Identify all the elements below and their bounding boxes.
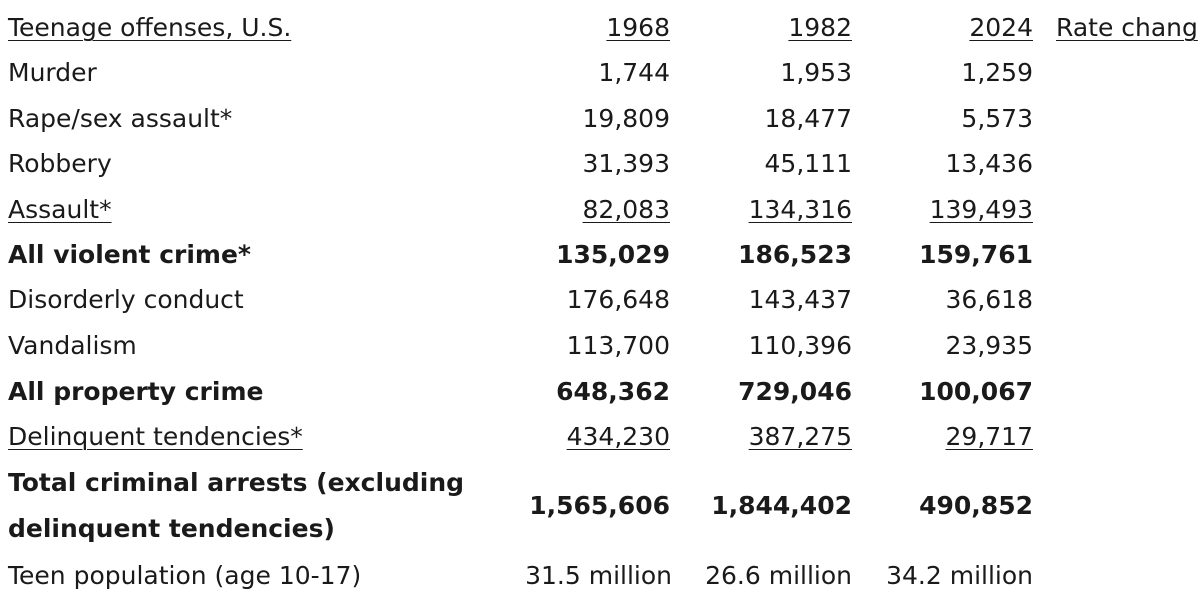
table-row-rape-sex-assault: Rape/sex assault* 19,809 18,477 5,573 — [0, 96, 1200, 142]
cell-1968: 648,362 — [556, 377, 670, 406]
cell-1968: 1,565,606 — [529, 491, 670, 520]
table-title: Teenage offenses, U.S. — [8, 13, 292, 42]
row-label: Assault* — [8, 195, 112, 224]
header-row: Teenage offenses, U.S. 1968 1982 2024 Ra… — [0, 5, 1200, 51]
table-row-murder: Murder 1,744 1,953 1,259 — [0, 50, 1200, 96]
cell-1968: 19,809 — [582, 104, 670, 133]
cell-1968: 31,393 — [582, 149, 670, 178]
column-header-2024: 2024 — [969, 13, 1033, 42]
column-header-1968: 1968 — [606, 13, 670, 42]
cell-1968: 135,029 — [556, 240, 670, 269]
table-row-total-criminal-arrests: Total criminal arrests (excluding delinq… — [0, 460, 1200, 552]
cell-2024: 29,717 — [945, 422, 1033, 451]
cell-2024: 159,761 — [919, 240, 1033, 269]
row-label: Vandalism — [8, 331, 137, 360]
cell-2024: 5,573 — [961, 104, 1033, 133]
row-label: Total criminal arrests (excluding delinq… — [8, 468, 465, 543]
cell-1982: 387,275 — [748, 422, 852, 451]
cell-1982: 45,111 — [764, 149, 852, 178]
cell-2024: 139,493 — [929, 195, 1033, 224]
cell-1968: 434,230 — [566, 422, 670, 451]
cell-2024: 13,436 — [945, 149, 1033, 178]
table-row-robbery: Robbery 31,393 45,111 13,436 — [0, 141, 1200, 187]
table-row-all-property-crime: All property crime 648,362 729,046 100,0… — [0, 369, 1200, 415]
cell-1982: 143,437 — [748, 285, 852, 314]
cell-1982: 1,953 — [780, 58, 852, 87]
cell-1968: 82,083 — [582, 195, 670, 224]
cell-1982: 729,046 — [738, 377, 852, 406]
table-row-disorderly-conduct: Disorderly conduct 176,648 143,437 36,61… — [0, 277, 1200, 323]
cell-1968: 1,744 — [598, 58, 670, 87]
cell-1982: 186,523 — [738, 240, 852, 269]
cell-2024: 490,852 — [919, 491, 1033, 520]
cell-2024: 34.2 million — [886, 561, 1033, 590]
cell-1968: 113,700 — [566, 331, 670, 360]
cell-1968: 176,648 — [566, 285, 670, 314]
table-row-all-violent-crime: All violent crime* 135,029 186,523 159,7… — [0, 232, 1200, 278]
cell-1982: 110,396 — [748, 331, 852, 360]
table-row-delinquent-tendencies: Delinquent tendencies* 434,230 387,275 2… — [0, 414, 1200, 460]
row-label: Robbery — [8, 149, 112, 178]
cell-2024: 36,618 — [945, 285, 1033, 314]
cell-2024: 23,935 — [945, 331, 1033, 360]
column-header-1982: 1982 — [788, 13, 852, 42]
row-label: Rape/sex assault* — [8, 104, 233, 133]
cell-2024: 1,259 — [961, 58, 1033, 87]
cell-1982: 18,477 — [764, 104, 852, 133]
cell-1982: 134,316 — [748, 195, 852, 224]
cell-1968: 31.5 million — [525, 561, 672, 590]
row-label: All violent crime* — [8, 240, 252, 269]
row-label: Teen population (age 10-17) — [8, 561, 362, 590]
column-header-rate-change: Rate chang — [1056, 13, 1198, 42]
table-row-assault: Assault* 82,083 134,316 139,493 — [0, 187, 1200, 233]
row-label: All property crime — [8, 377, 264, 406]
table-row-teen-population: Teen population (age 10-17) 31.5 million… — [0, 553, 1200, 599]
cell-1982: 1,844,402 — [711, 491, 852, 520]
cell-2024: 100,067 — [919, 377, 1033, 406]
table-row-vandalism: Vandalism 113,700 110,396 23,935 — [0, 323, 1200, 369]
cell-1982: 26.6 million — [705, 561, 852, 590]
row-label: Disorderly conduct — [8, 285, 244, 314]
row-label: Murder — [8, 58, 97, 87]
row-label: Delinquent tendencies* — [8, 422, 303, 451]
